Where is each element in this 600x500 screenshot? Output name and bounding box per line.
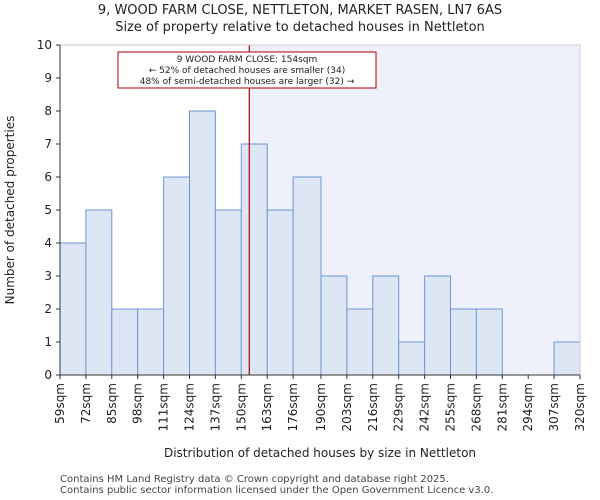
histogram-bar [59,242,87,376]
y-tick-label: 4 [44,236,52,250]
footer-line-1: Contains HM Land Registry data © Crown c… [60,474,449,485]
chart-title: 9, WOOD FARM CLOSE, NETTLETON, MARKET RA… [97,3,503,18]
histogram-bar [266,209,294,376]
x-tick-label: 229sqm [392,383,406,431]
histogram-bar [163,176,191,376]
annotation-line-2: ← 52% of detached houses are smaller (34… [149,66,346,76]
y-tick-label: 8 [44,104,52,118]
x-tick-label: 268sqm [469,383,483,431]
y-tick-label: 2 [44,302,52,316]
y-tick-label: 9 [44,71,52,85]
y-tick-label: 3 [44,269,52,283]
x-tick-label: 255sqm [443,383,457,431]
histogram-bar [320,275,348,376]
histogram-bar [292,176,322,376]
x-tick-labels: 59sqm 72sqm 85sqm 98sqm 111sqm 124sqm 137sqm 15… [53,383,587,431]
y-tick-labels: 0 1 2 3 4 5 6 7 8 9 10 [37,38,52,382]
footer-line-2: Contains public sector information licen… [60,485,494,496]
x-tick-label: 307sqm [547,383,561,431]
bars-group [59,110,581,376]
histogram-bar [398,341,426,376]
annotation-border [117,51,377,89]
x-axis-label: Distribution of detached houses by size … [164,446,476,460]
x-tick-label: 72sqm [79,383,93,424]
x-tick-label: 85sqm [105,383,119,424]
y-tick-label: 10 [37,38,52,52]
x-tick-label: 150sqm [234,383,248,431]
x-tick-label: 59sqm [53,383,67,424]
y-axis-label: Number of detached properties [3,116,17,305]
x-tick-label: 124sqm [183,383,197,431]
annotation-box: 9 WOOD FARM CLOSE: 154sqm ← 52% of detac… [117,51,377,89]
y-tick-label: 0 [44,368,52,382]
x-tick-label: 281sqm [495,383,509,431]
x-tick-label: 190sqm [314,383,328,431]
histogram-bar [424,275,451,376]
chart-subtitle: Size of property relative to detached ho… [115,20,485,35]
histogram-bar [189,110,216,376]
x-tick-label: 320sqm [573,383,587,431]
annotation-line-1: 9 WOOD FARM CLOSE: 154sqm [177,55,318,65]
y-tick-label: 7 [44,137,52,151]
y-tick-label: 1 [44,335,52,349]
histogram-bar [240,143,268,376]
x-tick-label: 98sqm [131,383,145,424]
histogram-bar [111,308,139,376]
histogram-bar [346,308,374,376]
x-tick-label: 111sqm [157,383,171,431]
x-tick-label: 137sqm [208,383,222,431]
annotation-line-3: 48% of semi-detached houses are larger (… [140,77,355,87]
x-tick-label: 163sqm [260,383,274,431]
y-tick-label: 5 [44,203,52,217]
histogram-chart: 0 1 2 3 4 5 6 7 8 9 10 59sqm 72sqm 85sqm 98sqm 111sqm 1… [3,38,587,460]
x-tick-label: 294sqm [521,383,535,431]
x-tick-label: 203sqm [340,383,354,431]
x-tick-label: 176sqm [286,383,300,431]
histogram-bar [85,209,113,376]
histogram-bar [553,341,581,376]
x-tick-label: 216sqm [366,383,380,431]
histogram-bar [475,308,503,376]
axes-group [56,44,581,379]
x-tick-label: 242sqm [418,383,432,431]
histogram-bar [372,275,400,376]
histogram-bar [214,209,242,376]
histogram-bar [449,308,477,376]
histogram-bar [137,308,165,376]
y-tick-label: 6 [44,170,52,184]
